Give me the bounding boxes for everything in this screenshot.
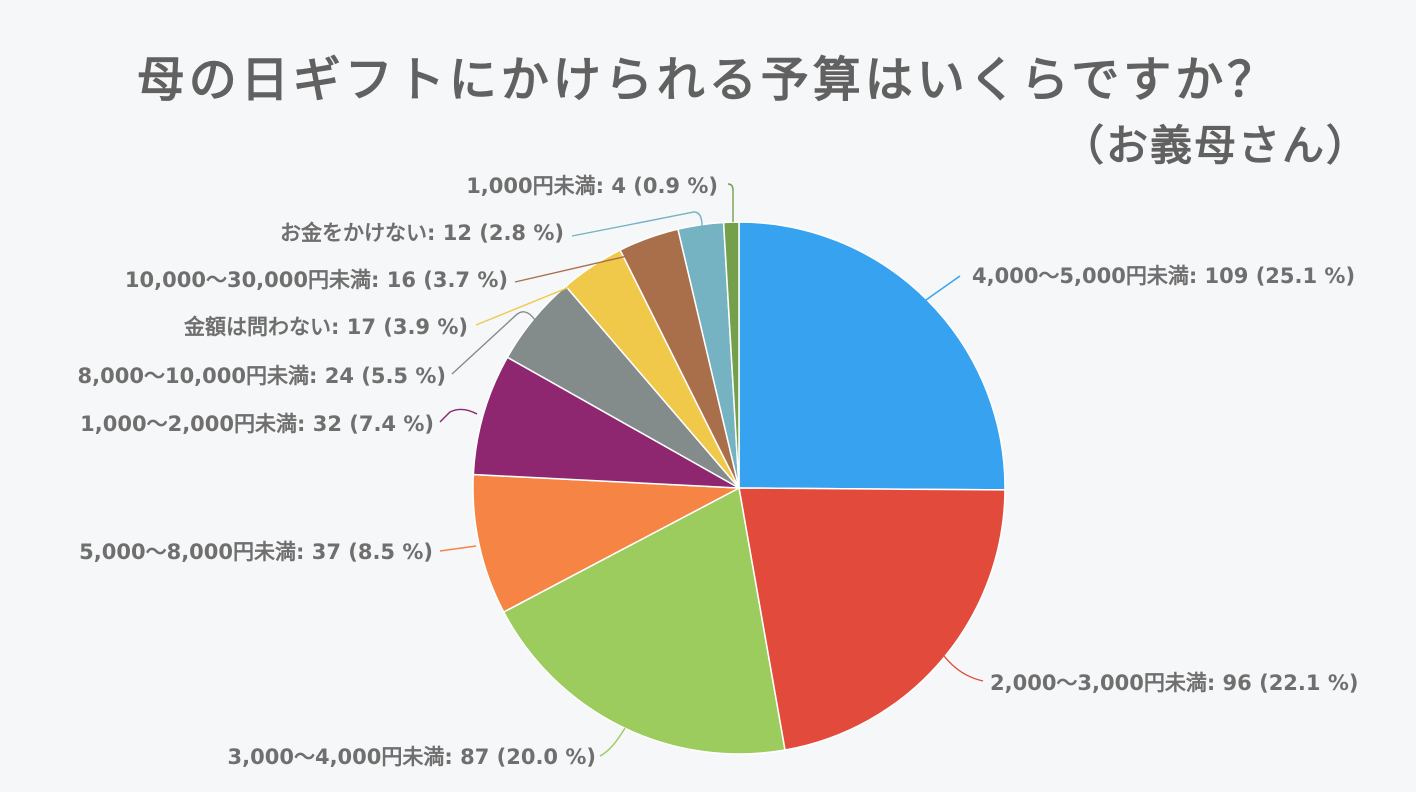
leader-line bbox=[571, 211, 703, 237]
slice-label-under-1000: 1,000円未満: 4 (0.9 %) bbox=[466, 174, 718, 198]
slice-label-8000-10000: 8,000〜10,000円未満: 24 (5.5 %) bbox=[78, 364, 446, 388]
leader-line bbox=[451, 311, 536, 375]
slice-label-2000-3000: 2,000〜3,000円未満: 96 (22.1 %) bbox=[990, 671, 1358, 695]
slice-label-no-money: お金をかけない: 12 (2.8 %) bbox=[280, 221, 564, 245]
pie-slice bbox=[738, 487, 1006, 751]
leader-line bbox=[439, 408, 478, 423]
leader-line bbox=[514, 251, 649, 283]
slice-label-3000-4000: 3,000〜4,000円未満: 87 (20.0 %) bbox=[228, 745, 596, 769]
pie-slices bbox=[472, 221, 1006, 755]
slice-label-5000-8000: 5,000〜8,000円未満: 37 (8.5 %) bbox=[79, 540, 433, 564]
slice-label-any-amount: 金額は問わない: 17 (3.9 %) bbox=[183, 315, 468, 339]
leader-line bbox=[439, 545, 477, 552]
leader-line bbox=[475, 282, 591, 326]
pie-slice bbox=[472, 473, 742, 614]
leader-line bbox=[599, 727, 626, 757]
chart-title: 母の日ギフトにかけられる予算はいくらですか？ bbox=[136, 52, 1280, 108]
leader-line bbox=[925, 275, 961, 301]
leader-lines bbox=[439, 183, 984, 757]
slice-label-1000-2000: 1,000〜2,000円未満: 32 (7.4 %) bbox=[80, 412, 434, 436]
slice-label-4000-5000: 4,000〜5,000円未満: 109 (25.1 %) bbox=[972, 264, 1355, 288]
pie-slice bbox=[738, 221, 1006, 491]
pie-slice bbox=[722, 221, 740, 489]
pie-slice bbox=[502, 486, 786, 755]
chart-subtitle: （お義母さん） bbox=[1061, 121, 1370, 170]
slice-label-10000-30000: 10,000〜30,000円未満: 16 (3.7 %) bbox=[125, 268, 508, 292]
leader-line bbox=[727, 183, 734, 222]
leader-line bbox=[943, 655, 984, 682]
pie-slice bbox=[472, 356, 740, 489]
